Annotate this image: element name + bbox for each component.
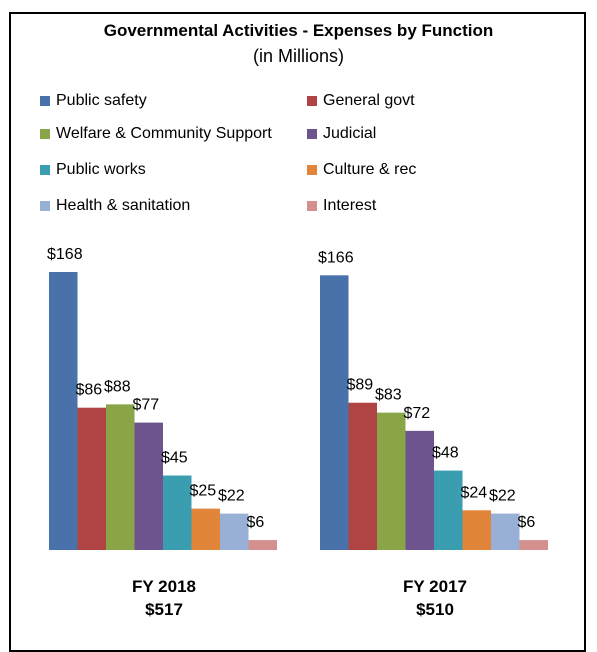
- legend-swatch: [307, 165, 317, 175]
- bar-fy-2017-0: [320, 275, 349, 550]
- legend-swatch: [40, 201, 50, 211]
- chart-plot-area: $168$86 $88$77$45$25 $22$6FY 2018$517$166$…: [47, 246, 548, 619]
- legend-swatch: [40, 129, 50, 139]
- bar-value-label: $48: [432, 445, 459, 462]
- bar-fy-2018-5: [191, 508, 220, 550]
- legend-label: Public works: [56, 161, 146, 178]
- bar-value-label: $24: [461, 484, 488, 501]
- bar-fy-2018-3: [134, 422, 163, 550]
- legend-label: Interest: [323, 197, 377, 214]
- bar-fy-2018-7: [248, 540, 277, 550]
- legend-label: Judicial: [323, 125, 377, 142]
- legend-item-health-sanitation: Health & sanitation: [40, 196, 190, 216]
- bar-value-label: $77: [133, 397, 160, 414]
- panel-fiscal-year-label: FY 2017: [403, 577, 467, 596]
- bar-value-label: $166: [318, 249, 354, 266]
- bar-fy-2018-4: [163, 475, 192, 550]
- legend-label: General govt: [323, 92, 415, 109]
- bar-fy-2017-5: [462, 510, 491, 550]
- legend-item-interest: Interest: [307, 196, 376, 216]
- legend-swatch: [307, 96, 317, 106]
- bar-value-label: $25: [190, 483, 217, 500]
- bar-value-label: $22: [489, 488, 516, 505]
- chart-subtitle: (in Millions): [252, 46, 344, 66]
- legend-swatch: [307, 129, 317, 139]
- bar-fy-2018-0: [49, 272, 78, 550]
- panel-total-label: $517: [145, 600, 183, 619]
- panel-total-label: $510: [416, 600, 454, 619]
- chart-title: Governmental Activities - Expenses by Fu…: [103, 21, 494, 40]
- bar-value-label: $83: [375, 387, 402, 404]
- bar-value-label: $45: [161, 450, 188, 467]
- legend-item-welfare-community-support: Welfare & Community Support: [40, 124, 272, 144]
- bar-value-label: $168: [47, 246, 83, 263]
- panel-fiscal-year-label: FY 2018: [132, 577, 196, 596]
- bar-fy-2018-1: [77, 407, 106, 550]
- bar-value-label: $72: [404, 405, 431, 422]
- bar-fy-2018-2: [106, 404, 135, 550]
- bar-fy-2017-6: [491, 513, 520, 550]
- legend-item-judicial: Judicial: [307, 124, 376, 144]
- legend-item-public-safety: Public safety: [40, 91, 147, 111]
- bar-value-label: $89: [347, 377, 374, 394]
- bar-fy-2017-2: [377, 412, 406, 550]
- legend-label: Culture & rec: [323, 161, 417, 178]
- bar-fy-2017-7: [519, 540, 548, 550]
- legend-item-culture-rec: Culture & rec: [307, 160, 416, 180]
- legend-item-public-works: Public works: [40, 160, 146, 180]
- bar-value-label: $86: [76, 382, 103, 399]
- bar-fy-2018-6: [220, 513, 249, 550]
- legend-label: Health & sanitation: [56, 197, 191, 214]
- legend-item-general-govt: General govt: [307, 91, 415, 111]
- bar-fy-2017-4: [434, 470, 463, 550]
- legend-swatch: [40, 96, 50, 106]
- legend-swatch: [40, 165, 50, 175]
- legend-swatch: [307, 201, 317, 211]
- bar-fy-2017-3: [405, 430, 434, 550]
- bar-value-label: $22: [218, 488, 245, 505]
- bar-value-label: $6: [247, 514, 265, 531]
- bar-value-label: $6: [518, 514, 536, 531]
- legend-label: Welfare & Community Support: [56, 125, 272, 142]
- bar-value-label: $88: [104, 378, 131, 395]
- legend-label: Public safety: [56, 92, 147, 109]
- bar-fy-2017-1: [348, 402, 377, 550]
